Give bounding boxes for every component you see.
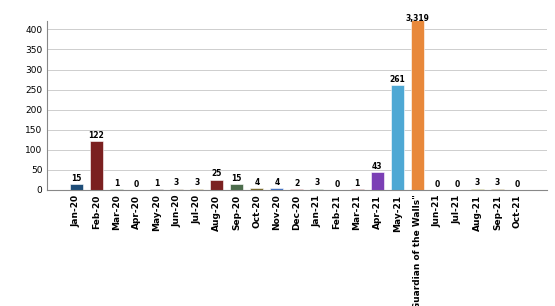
Bar	[290, 189, 304, 190]
Text: 4: 4	[254, 178, 259, 187]
Text: 3: 3	[174, 178, 179, 187]
Text: 3: 3	[475, 178, 480, 187]
Bar	[471, 188, 484, 190]
Text: 0: 0	[455, 180, 460, 188]
Bar	[150, 189, 163, 190]
Text: 2: 2	[294, 179, 300, 188]
Bar	[90, 141, 103, 190]
Text: 0: 0	[134, 180, 139, 188]
Bar	[310, 188, 324, 190]
Text: 1: 1	[154, 179, 159, 188]
Text: 122: 122	[89, 131, 104, 140]
Bar	[170, 188, 183, 190]
Text: 3: 3	[314, 178, 320, 187]
Bar	[70, 184, 83, 190]
Bar	[371, 173, 384, 190]
Text: 261: 261	[389, 75, 405, 84]
Text: 43: 43	[372, 162, 382, 171]
Text: 3: 3	[194, 178, 199, 187]
Text: 3,319: 3,319	[405, 14, 429, 24]
Text: 15: 15	[231, 174, 242, 182]
Text: 0: 0	[515, 180, 520, 188]
Text: 3: 3	[495, 178, 500, 187]
Bar	[491, 188, 504, 190]
Text: 0: 0	[335, 180, 340, 188]
Text: 4: 4	[274, 178, 280, 187]
Bar	[270, 188, 284, 190]
Text: 0: 0	[435, 180, 440, 188]
Text: 25: 25	[211, 170, 222, 178]
Bar	[190, 188, 203, 190]
Bar	[411, 0, 423, 190]
Bar	[110, 189, 123, 190]
Bar	[250, 188, 263, 190]
Text: 1: 1	[114, 179, 119, 188]
Bar	[391, 85, 403, 190]
Text: 1: 1	[355, 179, 360, 188]
Bar	[210, 180, 223, 190]
Text: 15: 15	[71, 174, 82, 182]
Bar	[351, 189, 364, 190]
Bar	[230, 184, 243, 190]
